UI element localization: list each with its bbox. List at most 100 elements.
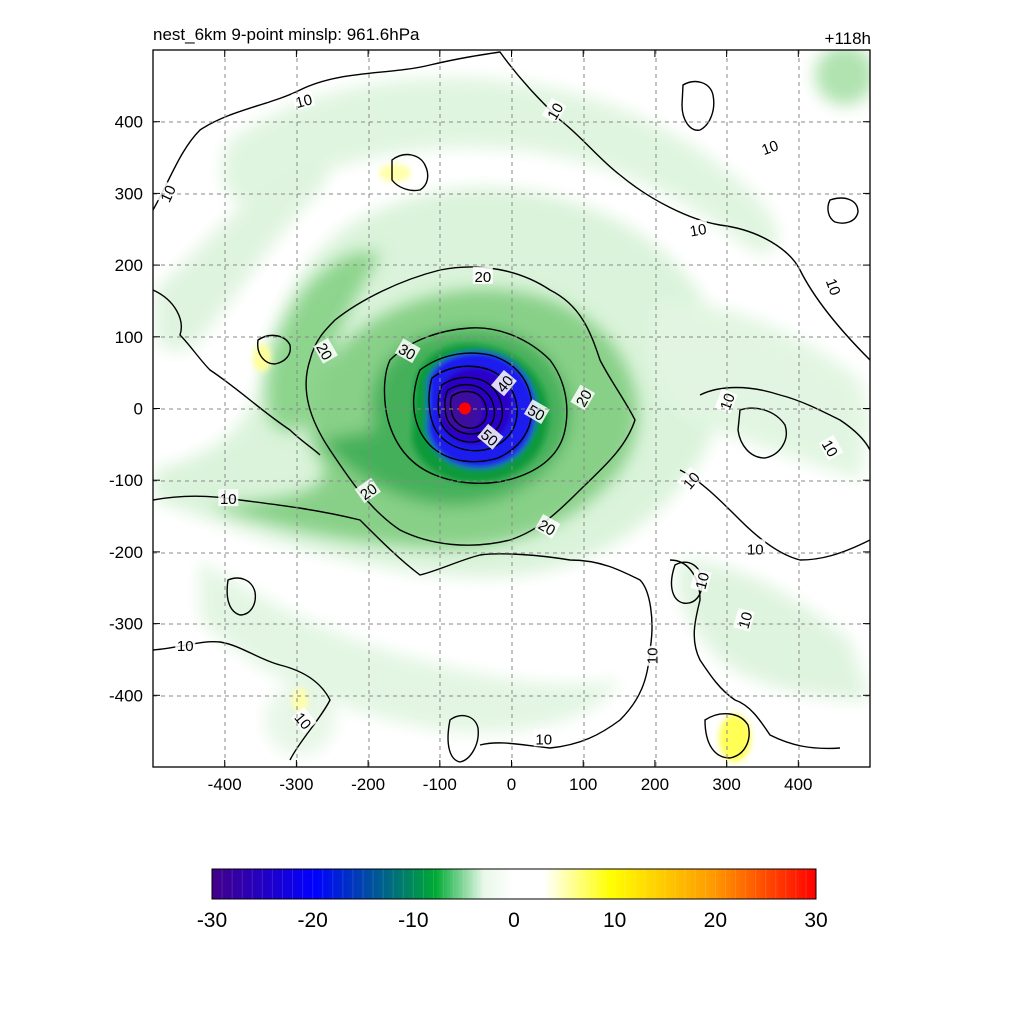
contour-10-southwest (153, 495, 653, 749)
contour-label: 10 (818, 434, 844, 461)
colorbar-steps (221, 869, 807, 899)
contour-label: 10 (154, 180, 180, 206)
y-tick-label: 300 (115, 184, 143, 203)
contour-label-text: 10 (688, 221, 707, 241)
contour-label-text: 10 (220, 491, 237, 508)
contour-10-eastern-loop (699, 386, 870, 451)
y-tick-label: 0 (134, 400, 143, 419)
contour-label-text: 10 (294, 91, 315, 112)
contour-label-text: 10 (822, 276, 844, 297)
contour-label: 10 (291, 88, 316, 112)
contour-label: 20 (534, 514, 561, 540)
contour-label-text: 10 (544, 100, 567, 123)
map-title: nest_6km 9-point minslp: 961.6hPa (153, 25, 420, 44)
contour-label-text: 10 (177, 638, 194, 655)
x-tick-label: -300 (279, 775, 313, 794)
contour-40 (412, 352, 533, 463)
colorbar-tick-label: -20 (297, 909, 327, 932)
contour-label: 10 (822, 274, 847, 299)
colorbar-tick-label: 20 (704, 909, 727, 932)
contour-small-loop-7 (704, 713, 750, 759)
colorbar-tick-label: 30 (804, 909, 827, 932)
y-tick-label: 400 (115, 113, 143, 132)
contour-label: 10 (533, 729, 554, 748)
contour-label: 20 (312, 337, 338, 364)
x-tick-label: 200 (641, 775, 669, 794)
contour-small-loop-8 (447, 714, 479, 763)
positive-anomaly-southeast (719, 714, 751, 762)
contour-10-east (679, 469, 870, 561)
contour-label-text: 10 (535, 731, 552, 748)
contour-label: 10 (757, 134, 782, 159)
contour-label-text: 50 (524, 402, 547, 425)
contour-label: 10 (291, 706, 317, 733)
northwest-band-shade (155, 160, 329, 351)
contour-label-text: 10 (717, 391, 739, 412)
contour-label: 30 (394, 338, 421, 364)
contour-small-loop-4 (827, 197, 859, 224)
colorbar-labels: -30 -20 -10 0 10 20 30 (197, 909, 828, 932)
y-tick-label: -100 (109, 471, 143, 490)
y-axis-ticks: 400 300 200 100 0 -100 -200 -300 -400 (109, 113, 870, 705)
contour-small-loop-6 (226, 577, 257, 616)
x-tick-label: 100 (569, 775, 597, 794)
contour-label: 10 (745, 539, 766, 558)
positive-anomaly-south (292, 688, 308, 712)
colorbar-tick-label: -30 (197, 909, 227, 932)
colorbar-gradient (212, 869, 816, 899)
contour-50 (428, 365, 518, 452)
colorbar: -30 -20 -10 0 10 20 30 (197, 868, 828, 932)
x-tick-label: 400 (784, 775, 812, 794)
y-tick-label: 200 (115, 256, 143, 275)
contour-label-text: 30 (395, 341, 418, 364)
x-tick-label: 300 (712, 775, 740, 794)
contour-10-south (153, 640, 331, 761)
contour-label: 50 (477, 423, 504, 450)
colorbar-tick-label: -10 (398, 909, 428, 932)
contour-label-text: 10 (818, 437, 841, 460)
colorbar-frame (211, 868, 817, 900)
contour-small-loop-1 (391, 153, 429, 192)
northeast-corner-shade (815, 50, 870, 105)
contours (153, 51, 870, 763)
contour-label-text: 10 (747, 541, 764, 558)
contour-10-north (153, 51, 870, 361)
forecast-hour: +118h (825, 29, 871, 48)
positive-anomaly-north (379, 164, 411, 182)
contour-label-text: 20 (474, 269, 491, 286)
colorbar-tick-label: 10 (603, 909, 626, 932)
contour-label: 50 (523, 399, 550, 425)
contour-10-southeast (669, 559, 841, 750)
contour-30 (383, 327, 568, 484)
contour-label: 20 (472, 266, 493, 286)
y-tick-label: -200 (109, 543, 143, 562)
contour-inner-b (449, 390, 488, 429)
contour-label: 20 (570, 384, 596, 411)
contour-20 (305, 266, 636, 546)
y-tick-label: -400 (109, 686, 143, 705)
contour-small-loop-2 (257, 334, 292, 365)
contour-label: 10 (733, 608, 757, 632)
contour-label-text: 10 (644, 648, 661, 665)
contour-label: 10 (714, 388, 739, 414)
north-band-shade (221, 77, 779, 253)
x-axis-ticks: -400 -300 -200 -100 0 100 200 300 400 (208, 50, 812, 794)
x-tick-label: -200 (351, 775, 385, 794)
southeast-band-shade (677, 560, 870, 700)
storm-center-marker (458, 402, 471, 415)
contour-label-text: 20 (535, 517, 558, 540)
contour-label: 10 (541, 97, 567, 124)
contour-label: 10 (218, 489, 239, 508)
contour-small-loop-3 (681, 80, 715, 131)
contour-label: 10 (686, 218, 710, 241)
contour-label-text: 10 (759, 137, 780, 159)
x-tick-label: 0 (507, 775, 516, 794)
contour-label-text: 10 (736, 610, 757, 631)
y-tick-label: -300 (109, 615, 143, 634)
contour-small-loop-5 (737, 407, 787, 459)
contour-label-text: 20 (573, 387, 596, 410)
contour-label-text: 10 (693, 571, 714, 592)
